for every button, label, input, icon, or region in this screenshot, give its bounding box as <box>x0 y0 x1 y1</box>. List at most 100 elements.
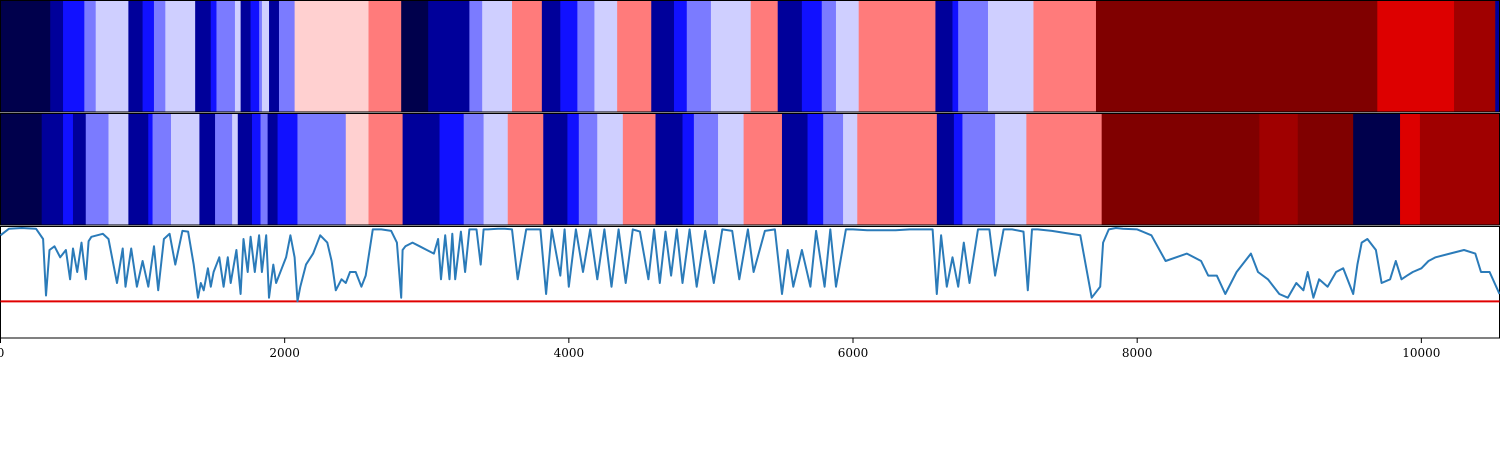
strip-top-segment <box>835 0 860 112</box>
strip-middle-segment <box>297 113 347 225</box>
strip-top-segment <box>128 0 144 112</box>
strip-top-segment <box>142 0 155 112</box>
strip-middle-segment <box>682 113 695 225</box>
strip-top-segment <box>210 0 218 112</box>
strip-middle-segment <box>267 113 279 225</box>
strip-middle-segment <box>215 113 233 225</box>
strip-top-segment <box>1095 0 1378 112</box>
strip-middle-segment <box>567 113 580 225</box>
strip-middle-segment <box>823 113 844 225</box>
strip-middle-segment <box>1419 113 1500 225</box>
strip-top-segment <box>958 0 989 112</box>
line-panel <box>0 226 1500 339</box>
strip-middle-segment <box>148 113 154 225</box>
strip-middle-segment <box>251 113 262 225</box>
strip-top-segment <box>95 0 129 112</box>
strip-top-segment <box>512 0 543 112</box>
strip-middle-segment <box>368 113 404 225</box>
strip-middle-segment <box>237 113 253 225</box>
strip-middle-segment <box>128 113 149 225</box>
strip-top-segment <box>750 0 779 112</box>
strip-middle-segment <box>439 113 465 225</box>
strip-middle-segment <box>199 113 216 225</box>
strip-middle-segment <box>72 113 87 225</box>
strip-top-segment <box>401 0 429 112</box>
strip-top-segment <box>294 0 370 112</box>
strip-top-segment <box>368 0 402 112</box>
strip-middle-segment <box>277 113 299 225</box>
strip-middle-segment <box>507 113 544 225</box>
x-tick-label: 6000 <box>838 346 869 360</box>
strip-top-segment <box>259 0 263 112</box>
strip-middle-segment <box>622 113 657 225</box>
strip-top-segment <box>469 0 483 112</box>
strip-middle-segment <box>655 113 684 225</box>
strip-middle-segment <box>1259 113 1299 225</box>
strip-middle-segment <box>962 113 996 225</box>
strip-middle-segment <box>0 113 43 225</box>
strip-top-segment <box>935 0 954 112</box>
strip-middle-segment <box>718 113 745 225</box>
strip-top-segment <box>240 0 252 112</box>
strip-top-segment <box>560 0 578 112</box>
strip-middle-segment <box>345 113 370 225</box>
strip-top-segment <box>777 0 803 112</box>
strip-top-segment <box>987 0 1035 112</box>
strip-top-segment <box>686 0 712 112</box>
strip-middle-segment <box>41 113 64 225</box>
strip-top-segment <box>1377 0 1455 112</box>
strip-middle-segment <box>543 113 569 225</box>
strip-middle-segment <box>108 113 129 225</box>
strip-top-segment <box>50 0 64 112</box>
strip-middle-segment <box>463 113 485 225</box>
x-tick-label: 8000 <box>1122 346 1153 360</box>
strip-top-segment <box>1454 0 1496 112</box>
strip-middle-segment <box>953 113 964 225</box>
strip-top-segment <box>165 0 196 112</box>
strip-middle-segment <box>152 113 172 225</box>
strip-top-segment <box>577 0 596 112</box>
strip-middle-segment <box>63 113 74 225</box>
strip-middle-segment <box>260 113 269 225</box>
strip-middle-segment <box>171 113 201 225</box>
strip-top-segment <box>594 0 618 112</box>
strip-middle-segment <box>995 113 1027 225</box>
strip-top-segment <box>673 0 688 112</box>
strip-middle-segment <box>781 113 809 225</box>
strip-top-segment <box>428 0 470 112</box>
strip-top-segment <box>482 0 513 112</box>
strip-middle-segment <box>936 113 955 225</box>
x-tick-label: 0 <box>0 346 4 360</box>
strip-top-segment <box>234 0 242 112</box>
strip-top-segment <box>250 0 260 112</box>
strip-top-segment <box>261 0 270 112</box>
strip-top-segment <box>153 0 166 112</box>
strip-middle-segment <box>857 113 938 225</box>
strip-middle-segment <box>402 113 441 225</box>
strip-middle-segment <box>807 113 824 225</box>
color-strip-top <box>0 0 1500 113</box>
strip-middle-segment <box>85 113 110 225</box>
strip-middle-segment <box>843 113 858 225</box>
strip-middle-segment <box>1026 113 1103 225</box>
strip-middle-segment <box>693 113 719 225</box>
strip-top-segment <box>269 0 280 112</box>
strip-top-segment <box>952 0 959 112</box>
x-tick-label: 4000 <box>554 346 585 360</box>
strip-middle-segment <box>1353 113 1401 225</box>
strip-top-segment <box>1033 0 1097 112</box>
x-tick-label: 10000 <box>1402 346 1440 360</box>
strip-top-segment <box>195 0 212 112</box>
strip-top-segment <box>710 0 752 112</box>
strip-top-segment <box>278 0 296 112</box>
strip-top-segment <box>63 0 85 112</box>
strip-middle-segment <box>232 113 239 225</box>
strip-top-segment <box>858 0 937 112</box>
strip-top-segment <box>216 0 236 112</box>
strip-middle-segment <box>1101 113 1260 225</box>
strip-top-segment <box>651 0 675 112</box>
strip-top-segment <box>0 0 51 112</box>
strip-middle-segment <box>483 113 509 225</box>
color-strip-middle <box>0 113 1500 226</box>
